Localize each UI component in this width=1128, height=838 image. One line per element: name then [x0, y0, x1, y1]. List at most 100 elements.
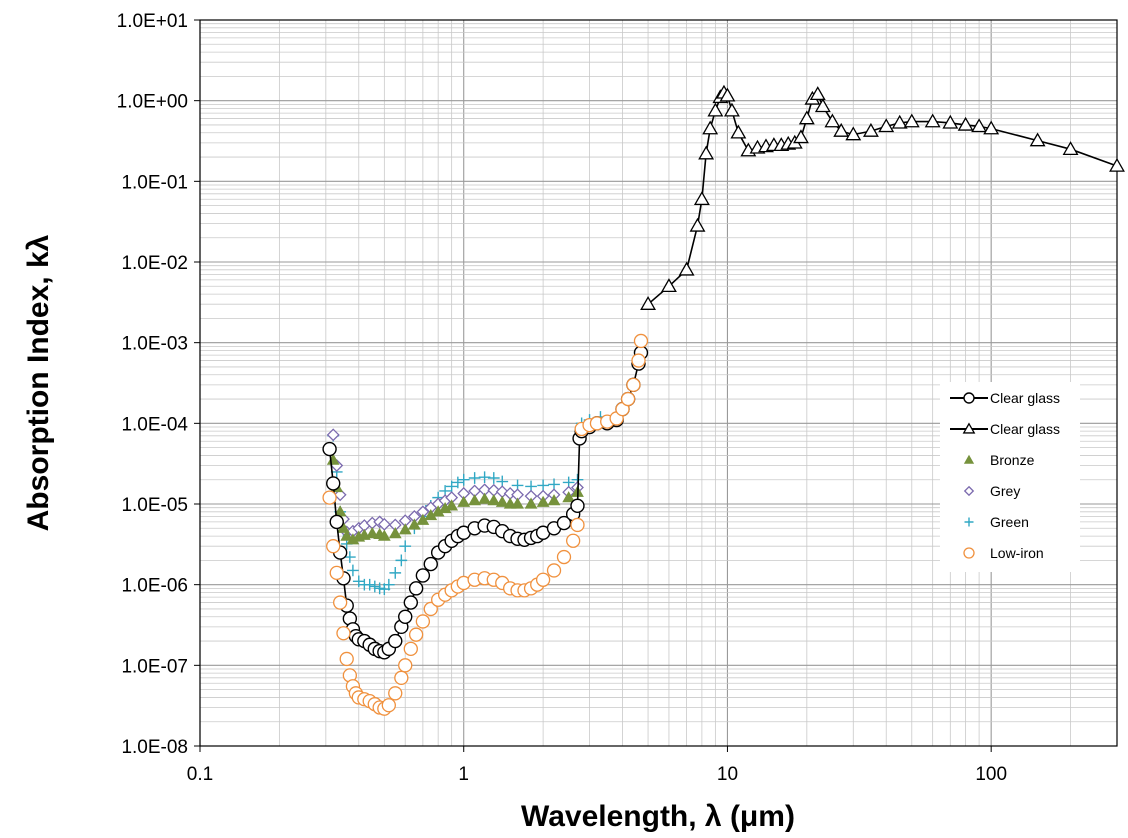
clear-glass-ir-point	[793, 129, 809, 144]
green-point	[537, 479, 549, 492]
bronze-point	[511, 497, 524, 509]
low-iron-point	[633, 333, 649, 349]
y-tick-label: 1.0E-02	[121, 253, 188, 274]
bronze-point	[547, 494, 561, 506]
low-iron-point	[403, 641, 418, 657]
low-iron-point	[326, 539, 341, 554]
low-iron-point	[329, 565, 344, 581]
low-iron-point	[398, 658, 413, 673]
bronze-point	[398, 523, 412, 535]
low-iron-point	[556, 549, 572, 565]
legend: Clear glass Clear glass Bronze Grey Green Low…	[940, 382, 1080, 572]
clear-glass-ir-point	[707, 102, 724, 117]
low-iron-point	[535, 572, 551, 587]
clear-glass-ir-point	[862, 122, 879, 137]
clear-glass-ir-point	[660, 278, 677, 293]
grey-point	[326, 428, 340, 442]
bronze-point	[495, 495, 509, 507]
clear-glass-ir-point	[640, 296, 657, 310]
clear-glass-point	[423, 556, 438, 572]
clear-glass-ir-point	[678, 261, 695, 276]
plot-grid	[199, 20, 1118, 747]
low-iron-point	[322, 490, 337, 505]
low-iron-point	[394, 670, 409, 685]
y-tick-label: 1.0E-04	[121, 414, 188, 435]
clear-glass-ir-point	[891, 114, 908, 129]
low-iron-point	[570, 517, 585, 533]
legend-label: Grey	[990, 483, 1020, 499]
green-point	[382, 578, 395, 591]
plot-area-border	[199, 19, 1118, 747]
clear-glass-point	[403, 595, 419, 610]
clear-glass-ir-point	[693, 191, 710, 205]
clear-glass-ir-point	[1109, 157, 1125, 172]
green-point	[457, 473, 470, 486]
clear-glass-point	[963, 392, 975, 404]
clear-glass-ir-point	[1029, 132, 1046, 147]
clear-glass-point	[556, 515, 572, 531]
x-tick-label: 10	[717, 764, 738, 785]
legend-item: Clear glass	[950, 421, 1060, 437]
series-grey-diamond-open	[326, 428, 584, 539]
y-axis-title: Absorption Index, kλ	[22, 234, 55, 531]
low-iron-point	[339, 651, 354, 667]
bronze-point	[468, 494, 482, 506]
clear-glass-ir-point	[971, 118, 988, 133]
legend-box	[940, 382, 1080, 572]
legend-item: Green	[964, 514, 1029, 530]
bronze-point	[340, 529, 354, 541]
clear-glass-ir-point	[833, 122, 850, 137]
green-point	[363, 578, 376, 591]
low-iron-point	[546, 563, 562, 578]
clear-glass-ir-point	[730, 124, 747, 139]
green-point	[964, 517, 974, 527]
clear-glass-ir-point	[824, 113, 841, 128]
clear-glass-ir-point	[719, 87, 736, 102]
clear-glass-ir-point	[798, 110, 815, 125]
x-tick-label: 0.1	[187, 764, 213, 785]
y-tick-label: 1.0E+00	[117, 92, 188, 113]
green-point	[395, 554, 408, 567]
clear-glass-ir-point	[878, 118, 895, 133]
y-tick-label: 1.0E-01	[121, 172, 188, 193]
green-point	[347, 564, 359, 577]
low-iron-point	[381, 698, 396, 713]
legend-label: Clear glass	[990, 421, 1060, 437]
green-point	[487, 472, 500, 484]
clear-glass-point	[329, 514, 344, 530]
low-iron-point	[333, 595, 348, 610]
bronze-point	[536, 495, 550, 507]
low-iron-point	[566, 533, 581, 548]
clear-glass-point	[570, 498, 585, 513]
legend-label: Low-iron	[990, 545, 1044, 561]
bronze-point	[365, 527, 379, 539]
legend-item: Bronze	[963, 452, 1035, 468]
low-iron-point	[423, 601, 438, 617]
green-point	[389, 567, 402, 579]
clear-glass-point	[322, 441, 337, 457]
low-iron-point	[336, 626, 351, 641]
bronze-point	[445, 499, 459, 511]
y-axis-ticks: 1.0E-08 1.0E-07 1.0E-06 1.0E-05 1.0E-04 1.0E-…	[117, 11, 200, 758]
clear-glass-ir-point	[942, 114, 959, 129]
y-tick-label: 1.0E+01	[117, 11, 188, 32]
x-axis-ticks: 0.1 1 10 100	[187, 746, 1007, 785]
y-tick-label: 1.0E-06	[121, 576, 188, 597]
bronze-point	[388, 527, 402, 539]
legend-item: Clear glass	[950, 390, 1060, 406]
green-point	[451, 476, 464, 489]
clear-glass-ir-point	[698, 145, 715, 160]
legend-item: Grey	[963, 483, 1020, 499]
green-point	[468, 472, 481, 484]
low-iron-point	[408, 627, 424, 642]
legend-label: Clear glass	[990, 390, 1060, 406]
clear-glass-point	[326, 476, 341, 491]
series-clear-glass-triangle-open	[640, 84, 1125, 310]
green-point	[368, 580, 381, 593]
clear-glass-ir-point	[689, 217, 706, 232]
grey-point	[963, 485, 975, 497]
bronze-point	[487, 494, 501, 506]
legend-label: Green	[990, 514, 1029, 530]
clear-glass-ir-point	[845, 126, 862, 141]
